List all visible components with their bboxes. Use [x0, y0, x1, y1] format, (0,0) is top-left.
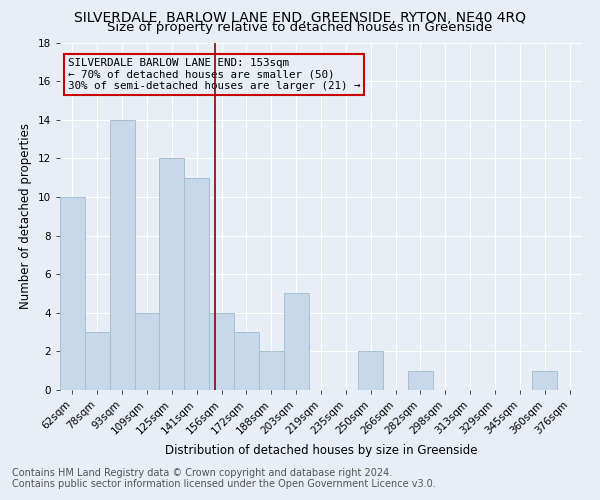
Bar: [259, 352, 284, 390]
Text: Size of property relative to detached houses in Greenside: Size of property relative to detached ho…: [107, 21, 493, 34]
Bar: [134, 313, 160, 390]
Bar: [184, 178, 209, 390]
Bar: [60, 197, 85, 390]
Bar: [408, 370, 433, 390]
Bar: [234, 332, 259, 390]
X-axis label: Distribution of detached houses by size in Greenside: Distribution of detached houses by size …: [165, 444, 477, 457]
Bar: [358, 352, 383, 390]
Text: SILVERDALE BARLOW LANE END: 153sqm
← 70% of detached houses are smaller (50)
30%: SILVERDALE BARLOW LANE END: 153sqm ← 70%…: [68, 58, 361, 92]
Text: Contains public sector information licensed under the Open Government Licence v3: Contains public sector information licen…: [12, 479, 436, 489]
Bar: [160, 158, 184, 390]
Bar: [209, 313, 234, 390]
Text: Contains HM Land Registry data © Crown copyright and database right 2024.: Contains HM Land Registry data © Crown c…: [12, 468, 392, 477]
Bar: [532, 370, 557, 390]
Y-axis label: Number of detached properties: Number of detached properties: [19, 123, 32, 309]
Bar: [284, 294, 308, 390]
Bar: [110, 120, 134, 390]
Text: SILVERDALE, BARLOW LANE END, GREENSIDE, RYTON, NE40 4RQ: SILVERDALE, BARLOW LANE END, GREENSIDE, …: [74, 11, 526, 25]
Bar: [85, 332, 110, 390]
